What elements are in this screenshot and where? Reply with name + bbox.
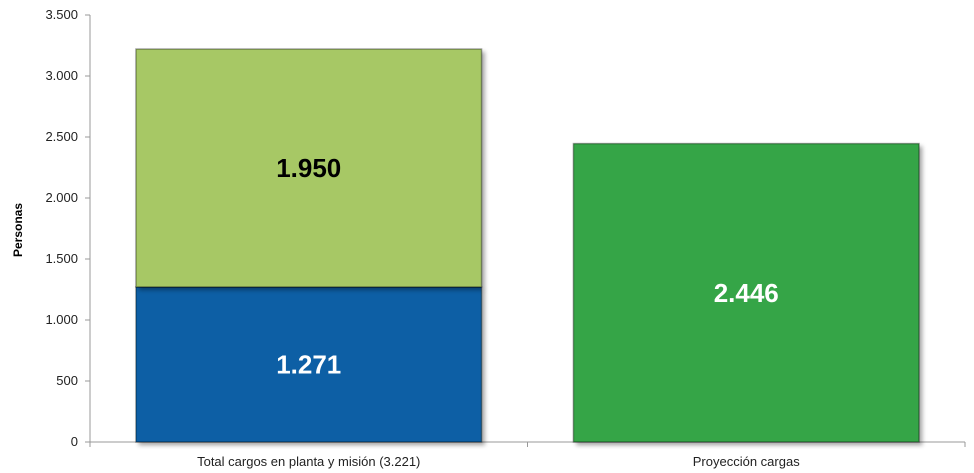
bar-segment	[572, 142, 920, 443]
data-label: 1.271	[276, 349, 341, 379]
y-tick-label: 0	[71, 434, 78, 449]
y-tick-label: 3.000	[45, 68, 78, 83]
bars	[135, 48, 920, 443]
y-axis-title: Personas	[11, 203, 25, 257]
x-tick-label: Proyección cargas	[693, 454, 800, 469]
bar-segment	[135, 48, 483, 288]
y-tick-label: 2.500	[45, 129, 78, 144]
bar-segment	[135, 286, 483, 443]
data-labels: 1.271 1.950 2.446	[276, 153, 779, 379]
y-tick-label: 3.500	[45, 7, 78, 22]
data-label: 2.446	[714, 278, 779, 308]
y-tick-label: 1.500	[45, 251, 78, 266]
y-axis: 0 500 1.000 1.500 2.000 2.500 3.000 3.500	[45, 7, 91, 449]
data-label: 1.950	[276, 153, 341, 183]
x-tick-label: Total cargos en planta y misión (3.221)	[197, 454, 420, 469]
y-tick-label: 2.000	[45, 190, 78, 205]
y-tick-label: 500	[56, 373, 78, 388]
x-axis: Total cargos en planta y misión (3.221) P…	[89, 441, 966, 469]
y-tick-label: 1.000	[45, 312, 78, 327]
